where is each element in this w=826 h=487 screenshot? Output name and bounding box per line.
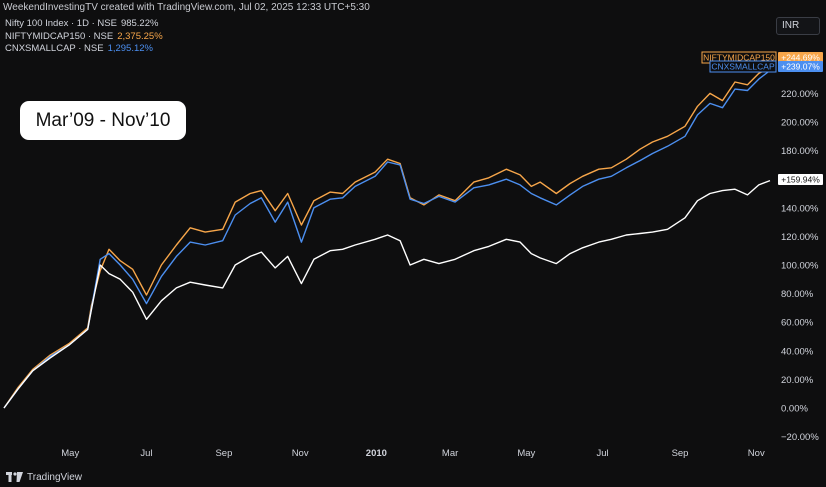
x-axis: May Jul Sep Nov 2010 Mar May Jul Sep Nov: [61, 448, 765, 459]
period-label: Mar’09 - Nov’10: [20, 101, 186, 140]
legend-value: 2,375.25%: [117, 30, 163, 42]
x-tick-label: Nov: [292, 448, 309, 459]
series-line: [3, 69, 771, 409]
x-tick-label: Jul: [596, 448, 608, 459]
series-value-label: +239.07%: [781, 62, 820, 72]
legend-name: NIFTYMIDCAP150 · NSE: [5, 30, 114, 42]
x-tick-label: Sep: [672, 448, 689, 459]
legend-item-nifty100[interactable]: Nifty 100 Index · 1D · NSE 985.22%: [5, 18, 163, 31]
x-tick-label: May: [517, 448, 535, 459]
chart-caption: WeekendInvestingTV created with TradingV…: [0, 0, 826, 16]
x-tick-label: Jul: [140, 448, 152, 459]
tradingview-brand[interactable]: TradingView: [27, 471, 83, 483]
y-tick-label: 40.00%: [781, 346, 814, 357]
series-value-tag: [778, 174, 823, 185]
footer: TradingView: [0, 467, 826, 487]
legend-value: 1,295.12%: [107, 43, 153, 54]
series-name-label: NIFTYMIDCAP150: [703, 53, 775, 63]
legend-item-niftymidcap150[interactable]: NIFTYMIDCAP150 · NSE 2,375.25%: [5, 31, 163, 44]
series-value-label: +244.69%: [781, 53, 820, 63]
x-tick-label: May: [61, 448, 79, 459]
y-tick-label: 180.00%: [781, 146, 819, 157]
series-name-label: CNXSMALLCAP: [711, 62, 775, 72]
x-tick-label: Sep: [215, 448, 232, 459]
y-tick-label: 120.00%: [781, 232, 819, 243]
series-value-label: +159.94%: [781, 175, 820, 185]
series-lines: [3, 67, 771, 409]
legend: Nifty 100 Index · 1D · NSE 985.22% NIFTYM…: [5, 18, 163, 56]
y-tick-label: 60.00%: [781, 318, 814, 329]
legend-item-cnxsmallcap[interactable]: CNXSMALLCAP · NSE 1,295.12%: [5, 43, 163, 56]
y-tick-label: 200.00%: [781, 118, 819, 129]
y-tick-label: 0.00%: [781, 404, 808, 415]
tradingview-logo-icon[interactable]: [6, 472, 23, 482]
y-tick-label: 220.00%: [781, 89, 819, 100]
legend-value: 985.22%: [120, 18, 159, 29]
series-line: [3, 67, 771, 409]
x-tick-label: Nov: [748, 448, 765, 459]
x-tick-label: 2010: [366, 448, 387, 459]
currency-selector[interactable]: INR: [776, 17, 820, 35]
series-value-tag: [778, 61, 823, 72]
legend-name: Nifty 100 Index · 1D · NSE: [5, 18, 117, 29]
series-name-tag: [709, 60, 777, 73]
x-tick-label: Mar: [442, 448, 458, 459]
y-tick-label: −20.00%: [781, 432, 819, 443]
y-tick-label: 100.00%: [781, 261, 819, 272]
y-tick-label: 140.00%: [781, 203, 819, 214]
y-tick-label: 20.00%: [781, 375, 814, 386]
series-line: [3, 179, 771, 409]
legend-name: CNXSMALLCAP · NSE: [5, 43, 104, 54]
y-tick-label: 80.00%: [781, 289, 814, 300]
series-value-tag: [778, 52, 823, 63]
end-labels: NIFTYMIDCAP150 +244.69% CNXSMALLCAP +239.07…: [701, 51, 823, 185]
y-axis: 240.00%220.00%200.00%180.00%160.00%140.0…: [781, 60, 819, 443]
